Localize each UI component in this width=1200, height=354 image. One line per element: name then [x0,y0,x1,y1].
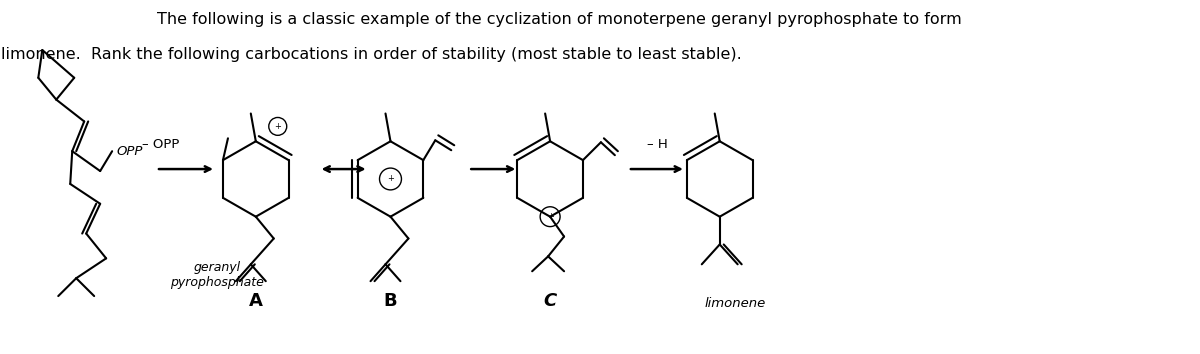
Text: C: C [544,292,557,310]
Text: +: + [547,212,553,221]
Text: OPP: OPP [116,145,143,158]
Text: limonene.  Rank the following carbocations in order of stability (most stable to: limonene. Rank the following carbocation… [1,47,742,62]
Text: The following is a classic example of the cyclization of monoterpene geranyl pyr: The following is a classic example of th… [157,12,961,27]
Text: – H: – H [648,138,668,151]
Text: geranyl
pyrophosphate: geranyl pyrophosphate [170,261,264,289]
Text: +: + [388,175,394,183]
Text: – OPP: – OPP [143,138,180,151]
Text: +: + [275,122,281,131]
Text: A: A [248,292,263,310]
Text: limonene: limonene [704,297,766,310]
Text: B: B [384,292,397,310]
